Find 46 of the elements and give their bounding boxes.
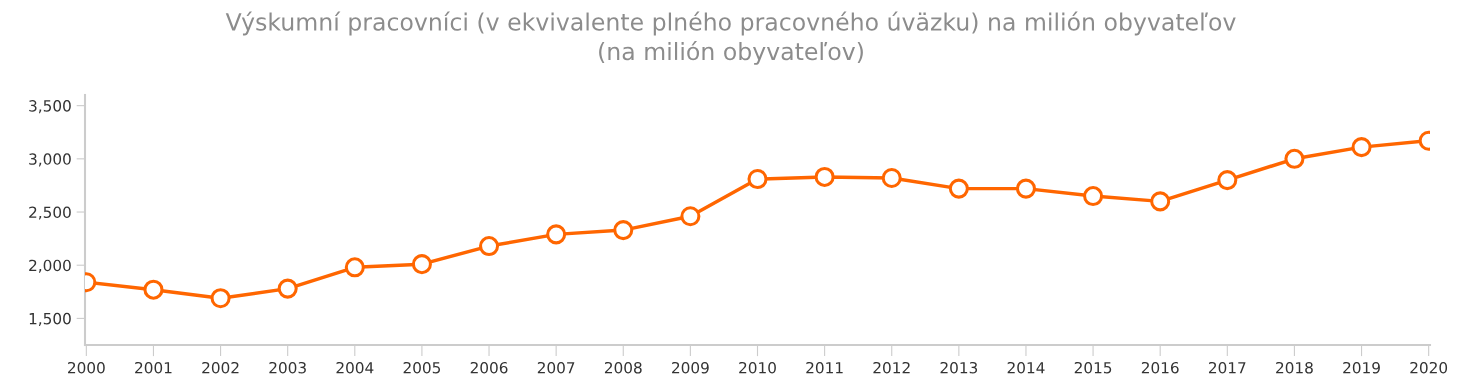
x-tick-label: 2001 (135, 361, 172, 374)
x-tick-label: 2011 (806, 361, 843, 374)
x-tick-label: 2008 (604, 361, 642, 374)
x-tick-label: 2000 (68, 361, 105, 374)
point (680, 206, 701, 227)
x-tick-label: 2003 (269, 361, 306, 374)
x-tick-label: 2018 (1276, 361, 1313, 374)
point (1217, 170, 1238, 191)
x-tick-label: 2012 (873, 361, 910, 374)
x-tick-label: 2010 (739, 361, 776, 374)
x-tick-label: 2002 (202, 361, 239, 374)
point (747, 169, 768, 190)
point (344, 257, 365, 278)
point (1284, 148, 1305, 169)
point (546, 224, 567, 245)
chart-title: Výskumní pracovníci (v ekvivalente plného pracovného úväzku) na milión obyvateľov (na milión obyvateľov) (225, 11, 1236, 65)
x-tick-label: 2007 (537, 361, 575, 374)
y-tick-label: 2,000 (29, 259, 71, 273)
point (143, 279, 164, 300)
x-tick-label: 2013 (940, 361, 978, 374)
point (814, 166, 835, 187)
point (1351, 137, 1372, 158)
x-tick-label: 2014 (1007, 361, 1045, 374)
x-tick-label: 2006 (470, 361, 508, 374)
point (411, 254, 432, 275)
x-tick-label: 2019 (1343, 361, 1380, 374)
point (881, 167, 902, 189)
x-tick-label: 2005 (403, 361, 441, 374)
point (948, 178, 969, 199)
y-tick-label: 2,500 (29, 206, 71, 220)
point (210, 288, 231, 309)
x-tick-label: 2016 (1141, 361, 1179, 374)
point (613, 220, 634, 241)
x-tick-label: 2009 (672, 361, 709, 374)
x-tick-label: 2015 (1074, 361, 1112, 374)
point (1083, 186, 1104, 207)
point (1150, 191, 1171, 212)
point (479, 236, 500, 257)
y-tick-label: 1,500 (29, 312, 71, 326)
x-tick-label: 2004 (336, 361, 374, 374)
x-tick-label: 2020 (1410, 361, 1448, 374)
point (1015, 178, 1036, 199)
y-tick-label: 3,000 (29, 153, 71, 167)
x-tick-label: 2017 (1208, 361, 1246, 374)
point (277, 278, 298, 299)
y-tick-label: 3,500 (29, 100, 71, 114)
